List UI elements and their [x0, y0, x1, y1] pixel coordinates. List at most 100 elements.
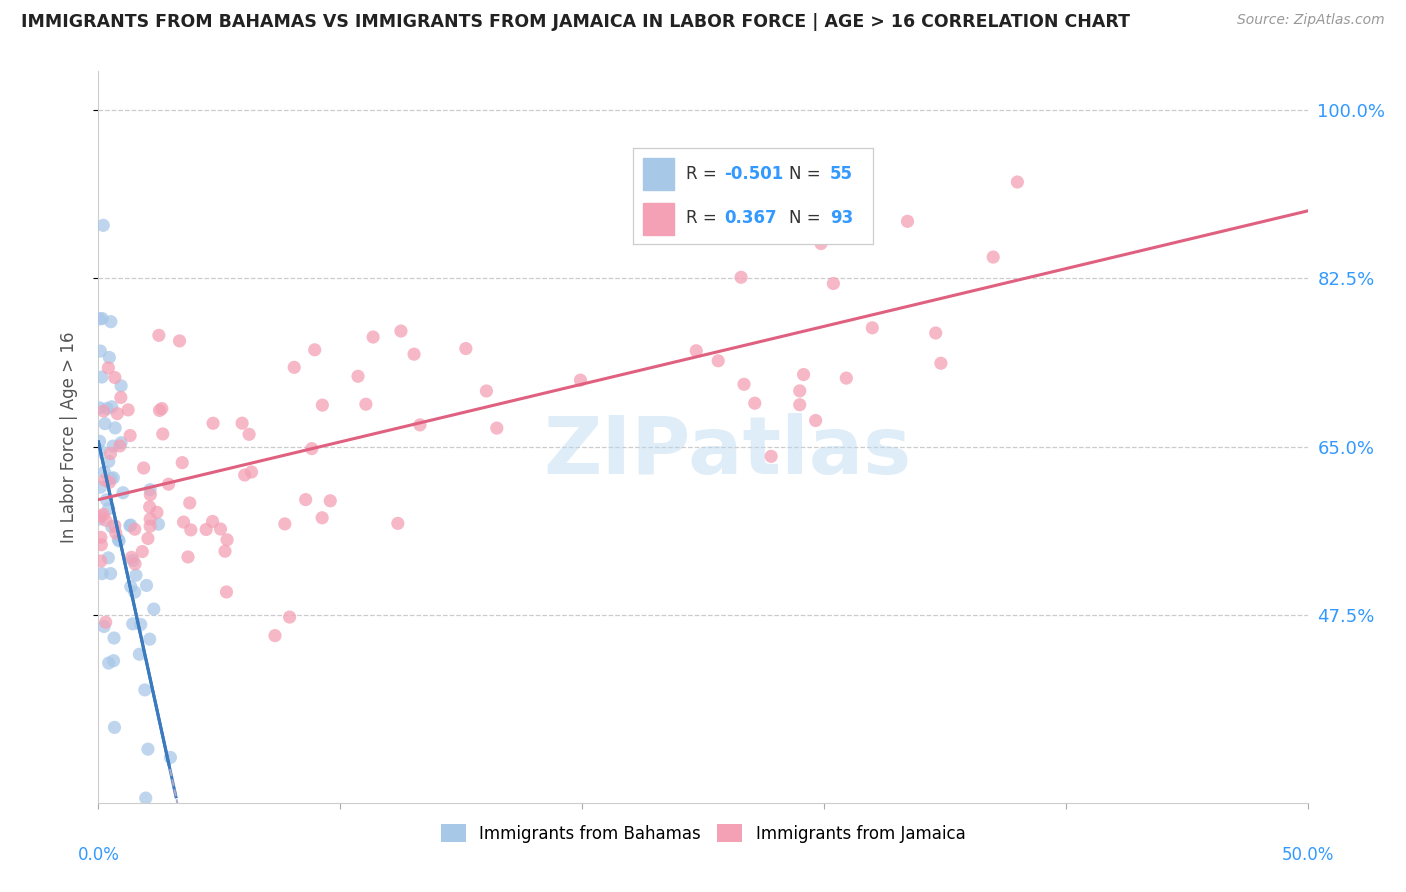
Point — [136, 742, 159, 756]
Point — [132, 461, 155, 475]
Point — [91, 508, 114, 522]
Point — [97, 550, 120, 565]
Text: N =: N = — [789, 210, 827, 227]
Point — [804, 413, 827, 427]
Text: 0.0%: 0.0% — [77, 847, 120, 864]
Point — [389, 324, 412, 338]
Point — [195, 523, 218, 537]
Text: -0.501: -0.501 — [724, 165, 783, 183]
Point — [311, 510, 333, 524]
Point — [354, 397, 377, 411]
Point — [789, 398, 811, 412]
Point — [138, 500, 160, 514]
Point — [120, 428, 142, 442]
Point — [101, 439, 124, 453]
Point — [283, 360, 305, 375]
Point — [124, 522, 146, 536]
Point — [569, 373, 592, 387]
Point — [90, 538, 112, 552]
Point — [311, 398, 333, 412]
Point — [294, 492, 316, 507]
Point — [94, 417, 117, 431]
Point — [135, 578, 157, 592]
Point — [124, 585, 146, 599]
Point — [89, 444, 111, 458]
Point — [89, 434, 111, 449]
Point — [925, 326, 948, 340]
Point — [404, 347, 426, 361]
Point — [98, 351, 121, 365]
Point — [169, 334, 191, 348]
Point — [103, 720, 125, 734]
Point — [730, 270, 752, 285]
Point — [97, 454, 120, 468]
Point — [103, 471, 125, 485]
Point — [301, 442, 323, 456]
Point — [347, 369, 370, 384]
Point — [173, 515, 195, 529]
Point — [139, 519, 162, 533]
Point — [93, 404, 115, 418]
Point — [1007, 175, 1029, 189]
Point — [685, 343, 707, 358]
Point — [134, 682, 156, 697]
Point — [103, 654, 125, 668]
Point — [100, 315, 122, 329]
Point — [120, 518, 142, 533]
Point — [125, 568, 148, 582]
Point — [91, 566, 114, 581]
Point — [475, 384, 498, 398]
Point — [929, 356, 952, 370]
Point — [105, 407, 128, 421]
Point — [810, 236, 832, 251]
Point — [152, 427, 174, 442]
Text: R =: R = — [686, 165, 723, 183]
Point — [90, 530, 112, 544]
Point — [104, 370, 127, 384]
Point — [89, 311, 111, 326]
Point — [107, 533, 129, 547]
Point — [124, 557, 146, 571]
Point — [142, 602, 165, 616]
Point — [104, 421, 127, 435]
Point — [91, 311, 114, 326]
Point — [896, 214, 918, 228]
Text: 55: 55 — [830, 165, 853, 183]
Point — [90, 509, 112, 524]
Point — [214, 544, 236, 558]
Point — [101, 520, 124, 534]
Point — [94, 615, 117, 630]
Point — [97, 656, 120, 670]
Point — [90, 554, 112, 568]
Point — [201, 515, 224, 529]
Point — [139, 483, 162, 497]
Text: ZIPatlas: ZIPatlas — [543, 413, 911, 491]
Y-axis label: In Labor Force | Age > 16: In Labor Force | Age > 16 — [59, 331, 77, 543]
Point — [100, 566, 122, 581]
Point — [139, 488, 162, 502]
Point — [215, 585, 238, 599]
Point — [110, 391, 132, 405]
Point — [97, 501, 120, 516]
Point — [231, 416, 253, 430]
Point — [319, 493, 342, 508]
Point — [91, 219, 114, 233]
Point — [131, 544, 153, 558]
Point — [96, 492, 118, 507]
Point — [121, 616, 143, 631]
Point — [117, 402, 139, 417]
Point — [94, 473, 117, 487]
Point — [93, 619, 115, 633]
Point — [485, 421, 508, 435]
Point — [387, 516, 409, 531]
Point — [121, 550, 143, 565]
Point — [89, 344, 111, 359]
Point — [180, 523, 202, 537]
Legend: Immigrants from Bahamas, Immigrants from Jamaica: Immigrants from Bahamas, Immigrants from… — [434, 818, 972, 849]
Point — [93, 465, 115, 479]
Point — [98, 475, 121, 490]
Point — [177, 549, 200, 564]
Point — [136, 532, 159, 546]
Point — [789, 384, 811, 398]
Point — [148, 517, 170, 532]
